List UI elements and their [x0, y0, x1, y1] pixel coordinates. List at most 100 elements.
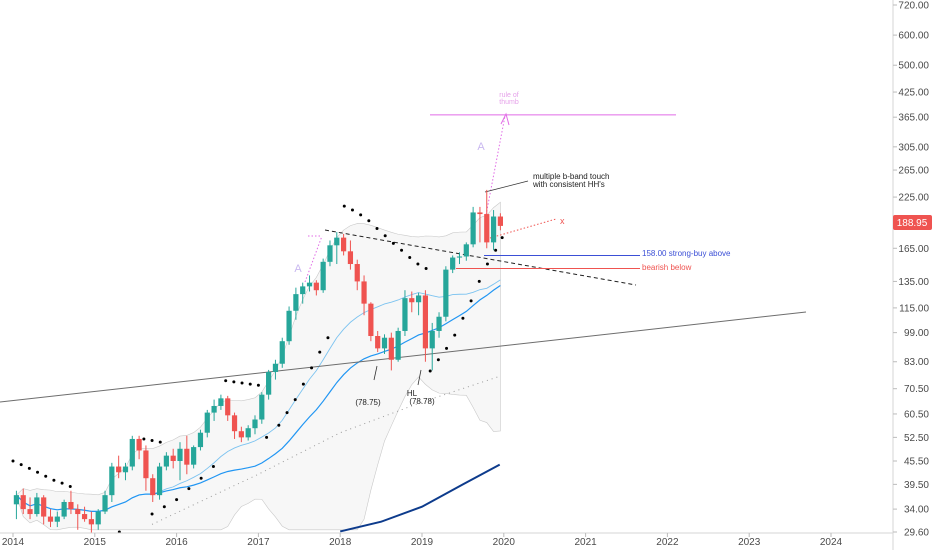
candle-body: [436, 316, 442, 331]
bband-note-line-1: multiple b-band touch: [533, 172, 610, 181]
candle-body: [68, 501, 74, 510]
candle-body: [368, 303, 374, 337]
price-tick-label: 425.00: [898, 88, 929, 99]
sar-dot: [285, 411, 289, 415]
candle-body: [422, 295, 429, 349]
wave-a-label-upper: A: [477, 141, 485, 153]
sar-dot: [68, 484, 72, 488]
slow-moving-average-line: [339, 463, 501, 533]
candle-body: [443, 269, 449, 317]
sar-dot: [211, 465, 215, 469]
candle-body: [341, 237, 347, 252]
candle-body: [102, 495, 108, 512]
price-axis[interactable]: 720.00 600.00 500.00 425.00 365.00 305.00 265.…: [892, 0, 929, 550]
candle-body: [116, 466, 122, 473]
candle-body: [95, 511, 101, 525]
bollinger-fill: [16, 201, 501, 531]
candle-body: [490, 216, 497, 243]
rule-of-thumb-label-2: thumb: [499, 99, 519, 106]
sar-dot: [424, 266, 428, 270]
sar-dot: [500, 236, 504, 240]
candle-body: [470, 212, 476, 245]
time-tick-label: 2019: [411, 537, 434, 548]
higher-low-arrow: [417, 369, 422, 386]
sar-dot: [232, 380, 236, 384]
time-tick-label: 2024: [820, 537, 843, 548]
strong-buy-label: 158.00 strong-buy above: [642, 249, 731, 258]
sar-dot: [36, 470, 40, 474]
descending-dashed-trendline: [324, 229, 637, 286]
candle-body: [184, 448, 190, 465]
sar-dot: [256, 383, 260, 387]
sar-dot: [52, 478, 56, 482]
candle-body: [61, 501, 67, 517]
sar-dot: [436, 358, 440, 362]
candle-body: [163, 455, 169, 467]
time-tick-label: 2018: [329, 537, 352, 548]
price-tick-label: 34.00: [904, 505, 929, 516]
sar-dot: [199, 476, 203, 480]
bband-note-arrow: [484, 180, 529, 193]
candle-body: [156, 466, 163, 496]
sar-dot: [416, 262, 420, 266]
indicator-lines: [15, 279, 501, 533]
candle-body: [245, 428, 251, 438]
price-tick-label: 365.00: [898, 113, 929, 124]
sar-dot: [318, 350, 322, 354]
time-tick-label: 2014: [2, 537, 25, 548]
candle-body: [272, 363, 279, 373]
candle-body: [463, 244, 469, 257]
candle-body: [47, 516, 54, 522]
time-tick-label: 2016: [165, 537, 188, 548]
last-price-tag: 188.95: [893, 215, 932, 230]
sar-dot: [477, 279, 481, 283]
candles: [13, 189, 503, 533]
candle-body: [150, 478, 156, 496]
candle-body: [395, 330, 401, 360]
candle-body: [334, 237, 340, 246]
sar-dot: [310, 366, 314, 370]
candle-body: [88, 519, 94, 525]
sar-dot: [162, 505, 166, 509]
last-price-tag-label: 188.95: [897, 218, 928, 229]
sar-dot: [277, 423, 281, 427]
sar-dot: [461, 316, 465, 320]
time-axis[interactable]: 2014 2015 2016 2017 2018 2019 2020 2021 2022 2023…: [0, 532, 893, 548]
candle-body: [170, 455, 176, 462]
candle-body: [225, 398, 231, 416]
candle-body: [279, 341, 285, 364]
price-tick-label: 39.50: [904, 480, 929, 491]
price-tick-label: 265.00: [898, 166, 929, 177]
candle-body: [136, 438, 142, 451]
price-tick-label: 500.00: [898, 61, 929, 72]
sar-dot: [187, 487, 191, 491]
sar-dot: [150, 439, 154, 443]
price-tick-label: 225.00: [898, 193, 929, 204]
sar-dot: [445, 346, 449, 350]
sar-dot: [224, 379, 228, 383]
sar-dot: [367, 219, 371, 223]
sar-dot: [428, 369, 432, 373]
candle-body: [429, 330, 435, 349]
candle-body: [409, 298, 415, 303]
candle-body: [381, 337, 388, 349]
candle-body: [327, 245, 333, 262]
annotations: rule of thumb A A multiple b-band touch …: [294, 92, 731, 407]
time-tick-label: 2022: [656, 537, 679, 548]
higher-low-title: HL: [407, 389, 418, 398]
sar-dot: [11, 459, 15, 463]
bollinger-band: [16, 201, 501, 531]
sar-dot: [19, 463, 23, 467]
sar-dot: [350, 208, 354, 212]
bband-note-line-2: with consistent HH's: [532, 180, 605, 189]
price-tick-label: 52.50: [904, 433, 929, 444]
candle-body: [75, 509, 81, 515]
candle-body: [211, 405, 217, 413]
price-tick-label: 83.00: [904, 357, 929, 368]
sar-dot: [400, 248, 404, 252]
candle-body: [238, 431, 244, 438]
candle-body: [306, 282, 313, 287]
candle-body: [266, 372, 272, 395]
time-tick-label: 2017: [247, 537, 270, 548]
